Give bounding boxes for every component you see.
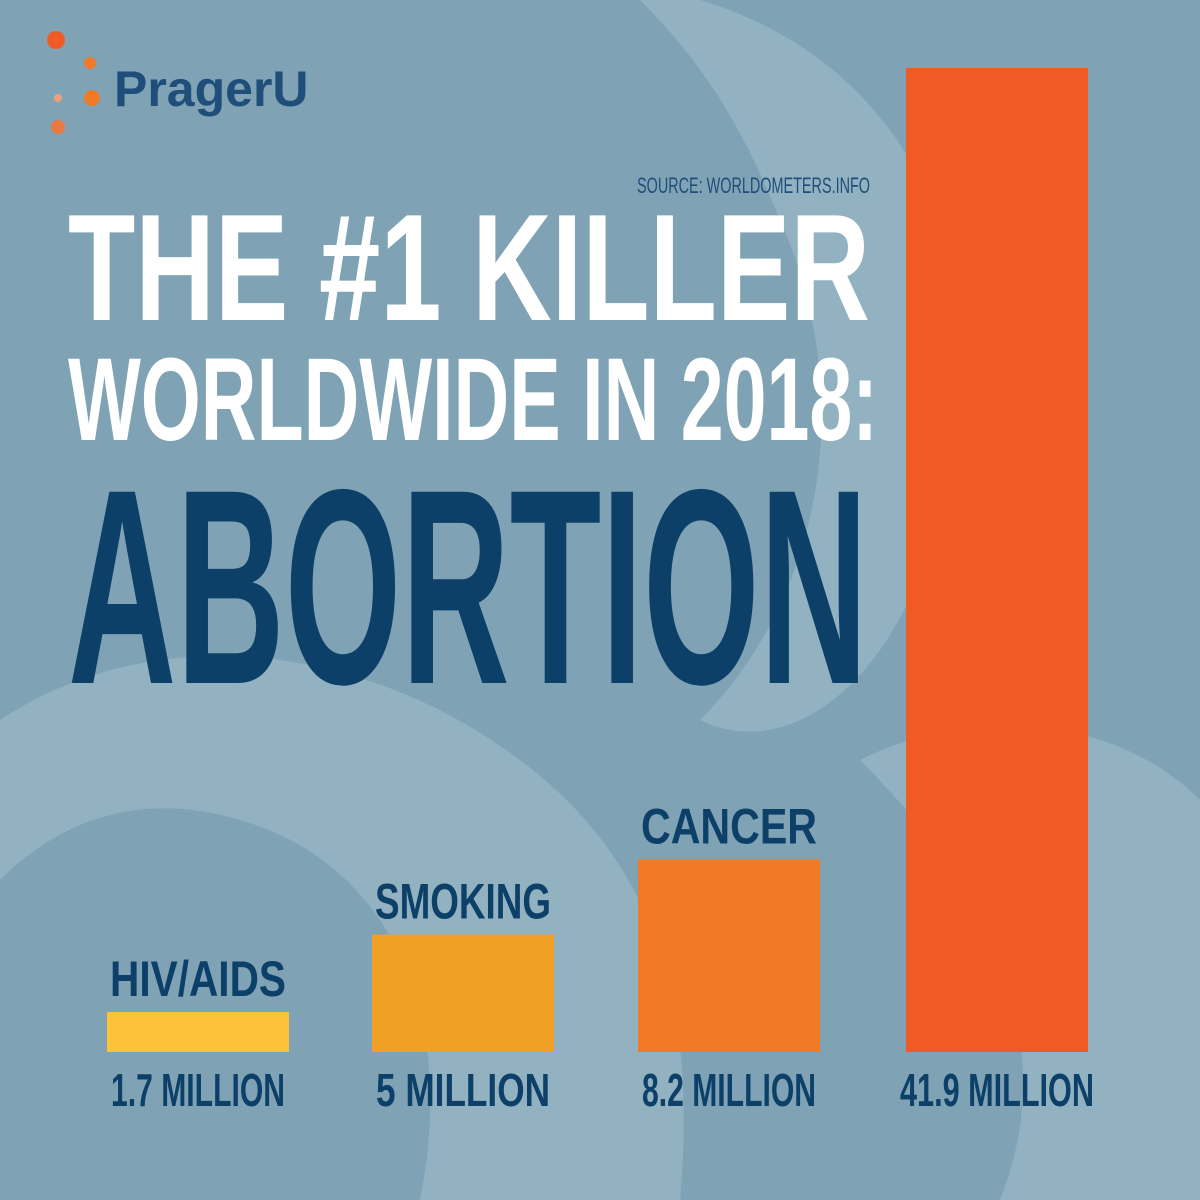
category-label: SMOKING bbox=[375, 874, 551, 930]
headline: ABORTION bbox=[68, 431, 868, 742]
chart-subtitle: WORLDWIDE IN 2018: bbox=[68, 334, 878, 466]
chart-title: THE #1 KILLER bbox=[68, 183, 870, 353]
value-label: 41.9 MILLION bbox=[900, 1064, 1094, 1116]
logo-text: PragerU bbox=[114, 61, 309, 117]
value-label: 8.2 MILLION bbox=[642, 1064, 816, 1116]
logo: PragerU bbox=[47, 31, 309, 134]
logo-dot bbox=[47, 31, 65, 49]
bar bbox=[372, 934, 554, 1052]
logo-dot bbox=[54, 94, 62, 102]
source: SOURCE: WORLDOMETERS.INFO bbox=[637, 173, 870, 198]
bar bbox=[638, 859, 820, 1052]
category-label: CANCER bbox=[641, 798, 817, 854]
logo-dot bbox=[51, 120, 65, 134]
bar bbox=[906, 68, 1088, 1052]
logo-dot bbox=[84, 90, 100, 106]
category-label: HIV/AIDS bbox=[110, 951, 286, 1007]
logo-dot bbox=[84, 57, 96, 69]
bar bbox=[107, 1012, 289, 1052]
value-label: 5 MILLION bbox=[376, 1064, 550, 1116]
value-label: 1.7 MILLION bbox=[111, 1064, 285, 1116]
